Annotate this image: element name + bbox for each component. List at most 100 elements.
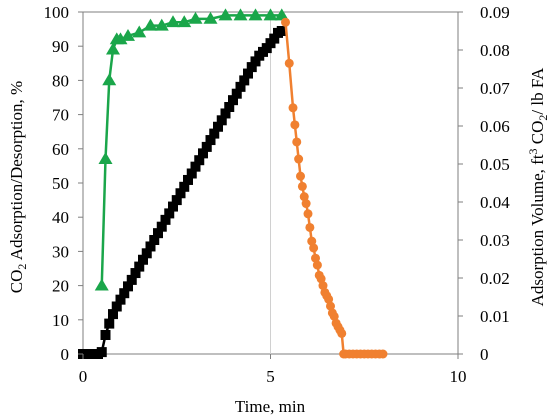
series-layer [78, 8, 388, 359]
triangle-marker [106, 42, 120, 55]
right-y-tick-label: 0.03 [480, 231, 510, 250]
triangle-marker [233, 8, 248, 21]
triangle-marker [218, 8, 233, 21]
left-y-tick-label: 90 [52, 37, 69, 56]
right-y-tick-label: 0.05 [480, 155, 510, 174]
circle-marker [311, 253, 320, 263]
right-y-axis-ticks: 0 0.01 0.02 0.03 0.04 0.05 0.06 0.07 0.08 0.09 [458, 3, 510, 364]
square-marker [183, 174, 193, 185]
right-y-axis-label: Adsorption Volume, ft3 CO2/ lb FA [526, 67, 550, 306]
triangle-marker [102, 73, 117, 86]
x-tick-label: 0 [79, 367, 88, 386]
right-y-tick-label: 0.07 [480, 79, 510, 98]
circle-marker [301, 199, 311, 209]
square-marker [190, 161, 201, 172]
square-marker [145, 241, 156, 252]
square-marker [104, 318, 115, 329]
circle-marker [309, 243, 319, 253]
circle-marker [299, 192, 309, 202]
circle-marker [326, 301, 335, 311]
square-marker [153, 228, 163, 239]
square-marker [156, 221, 167, 232]
triangle-marker [143, 18, 158, 31]
left-y-axis-ticks: 0 10 20 30 40 50 60 70 80 90 100 [44, 3, 83, 364]
circle-marker [305, 222, 315, 232]
triangle-marker [98, 152, 113, 164]
circle-marker [296, 171, 305, 181]
square-marker [194, 155, 205, 166]
circle-marker [284, 58, 294, 68]
triangle-marker [94, 278, 109, 291]
circle-marker [290, 120, 300, 130]
square-marker [201, 141, 212, 152]
square-marker [276, 26, 287, 36]
left-y-tick-label: 40 [52, 208, 69, 227]
square-marker [269, 33, 280, 44]
right-y-tick-label: 0.09 [480, 3, 510, 22]
series-triangle [94, 8, 289, 291]
square-marker [250, 56, 261, 67]
square-marker [216, 115, 227, 126]
series-circle [281, 17, 388, 359]
square-marker [126, 274, 137, 285]
circle-marker [324, 294, 334, 304]
square-marker [149, 235, 160, 245]
right-y-tick-label: 0.08 [480, 41, 510, 60]
circle-marker [281, 17, 290, 27]
left-y-tick-label: 70 [52, 106, 69, 125]
left-y-tick-label: 60 [52, 140, 69, 159]
x-axis-ticks: 0 5 10 [79, 354, 467, 386]
triangle-marker [121, 28, 135, 41]
square-marker [228, 95, 238, 106]
square-marker [220, 108, 231, 119]
circle-marker [329, 311, 339, 321]
square-marker [224, 102, 235, 112]
square-marker [198, 148, 208, 159]
square-marker [134, 261, 145, 272]
triangle-marker [274, 8, 289, 21]
triangle-marker [203, 11, 218, 24]
left-y-axis-label: CO2 Adsorption/Desorption, % [7, 81, 29, 293]
square-marker [205, 135, 216, 146]
x-axis-label: Time, min [235, 397, 306, 416]
circle-marker [303, 209, 313, 219]
triangle-marker [132, 25, 147, 38]
square-marker [171, 195, 182, 206]
circle-marker [337, 328, 347, 338]
square-marker [186, 168, 197, 179]
square-marker [209, 128, 220, 139]
square-marker [235, 81, 246, 92]
square-marker [168, 201, 178, 212]
triangle-marker [166, 15, 180, 28]
square-marker [141, 248, 152, 259]
circle-marker [294, 154, 304, 164]
square-marker [213, 121, 223, 132]
square-marker [175, 188, 186, 199]
left-y-tick-label: 50 [52, 174, 69, 193]
square-marker [246, 62, 257, 73]
square-marker [130, 268, 141, 279]
left-y-tick-label: 100 [44, 3, 70, 22]
square-marker [138, 254, 148, 265]
square-marker [164, 208, 175, 219]
circle-marker [292, 137, 302, 147]
triangle-marker [113, 32, 128, 45]
square-marker [108, 309, 118, 320]
circle-marker [297, 181, 307, 191]
square-marker [96, 347, 107, 358]
square-marker [231, 88, 242, 99]
right-y-tick-label: 0.01 [480, 307, 510, 326]
right-y-tick-label: 0.04 [480, 193, 510, 212]
left-y-tick-label: 30 [52, 242, 69, 261]
circle-marker [288, 103, 298, 113]
square-marker [160, 214, 171, 225]
square-marker [115, 294, 126, 305]
left-y-tick-label: 10 [52, 311, 69, 330]
square-marker [123, 281, 133, 292]
square-marker [100, 330, 111, 340]
x-tick-label: 10 [450, 367, 467, 386]
triangle-marker [188, 11, 203, 24]
right-y-tick-label: 0.06 [480, 117, 510, 136]
circle-marker [318, 281, 328, 291]
